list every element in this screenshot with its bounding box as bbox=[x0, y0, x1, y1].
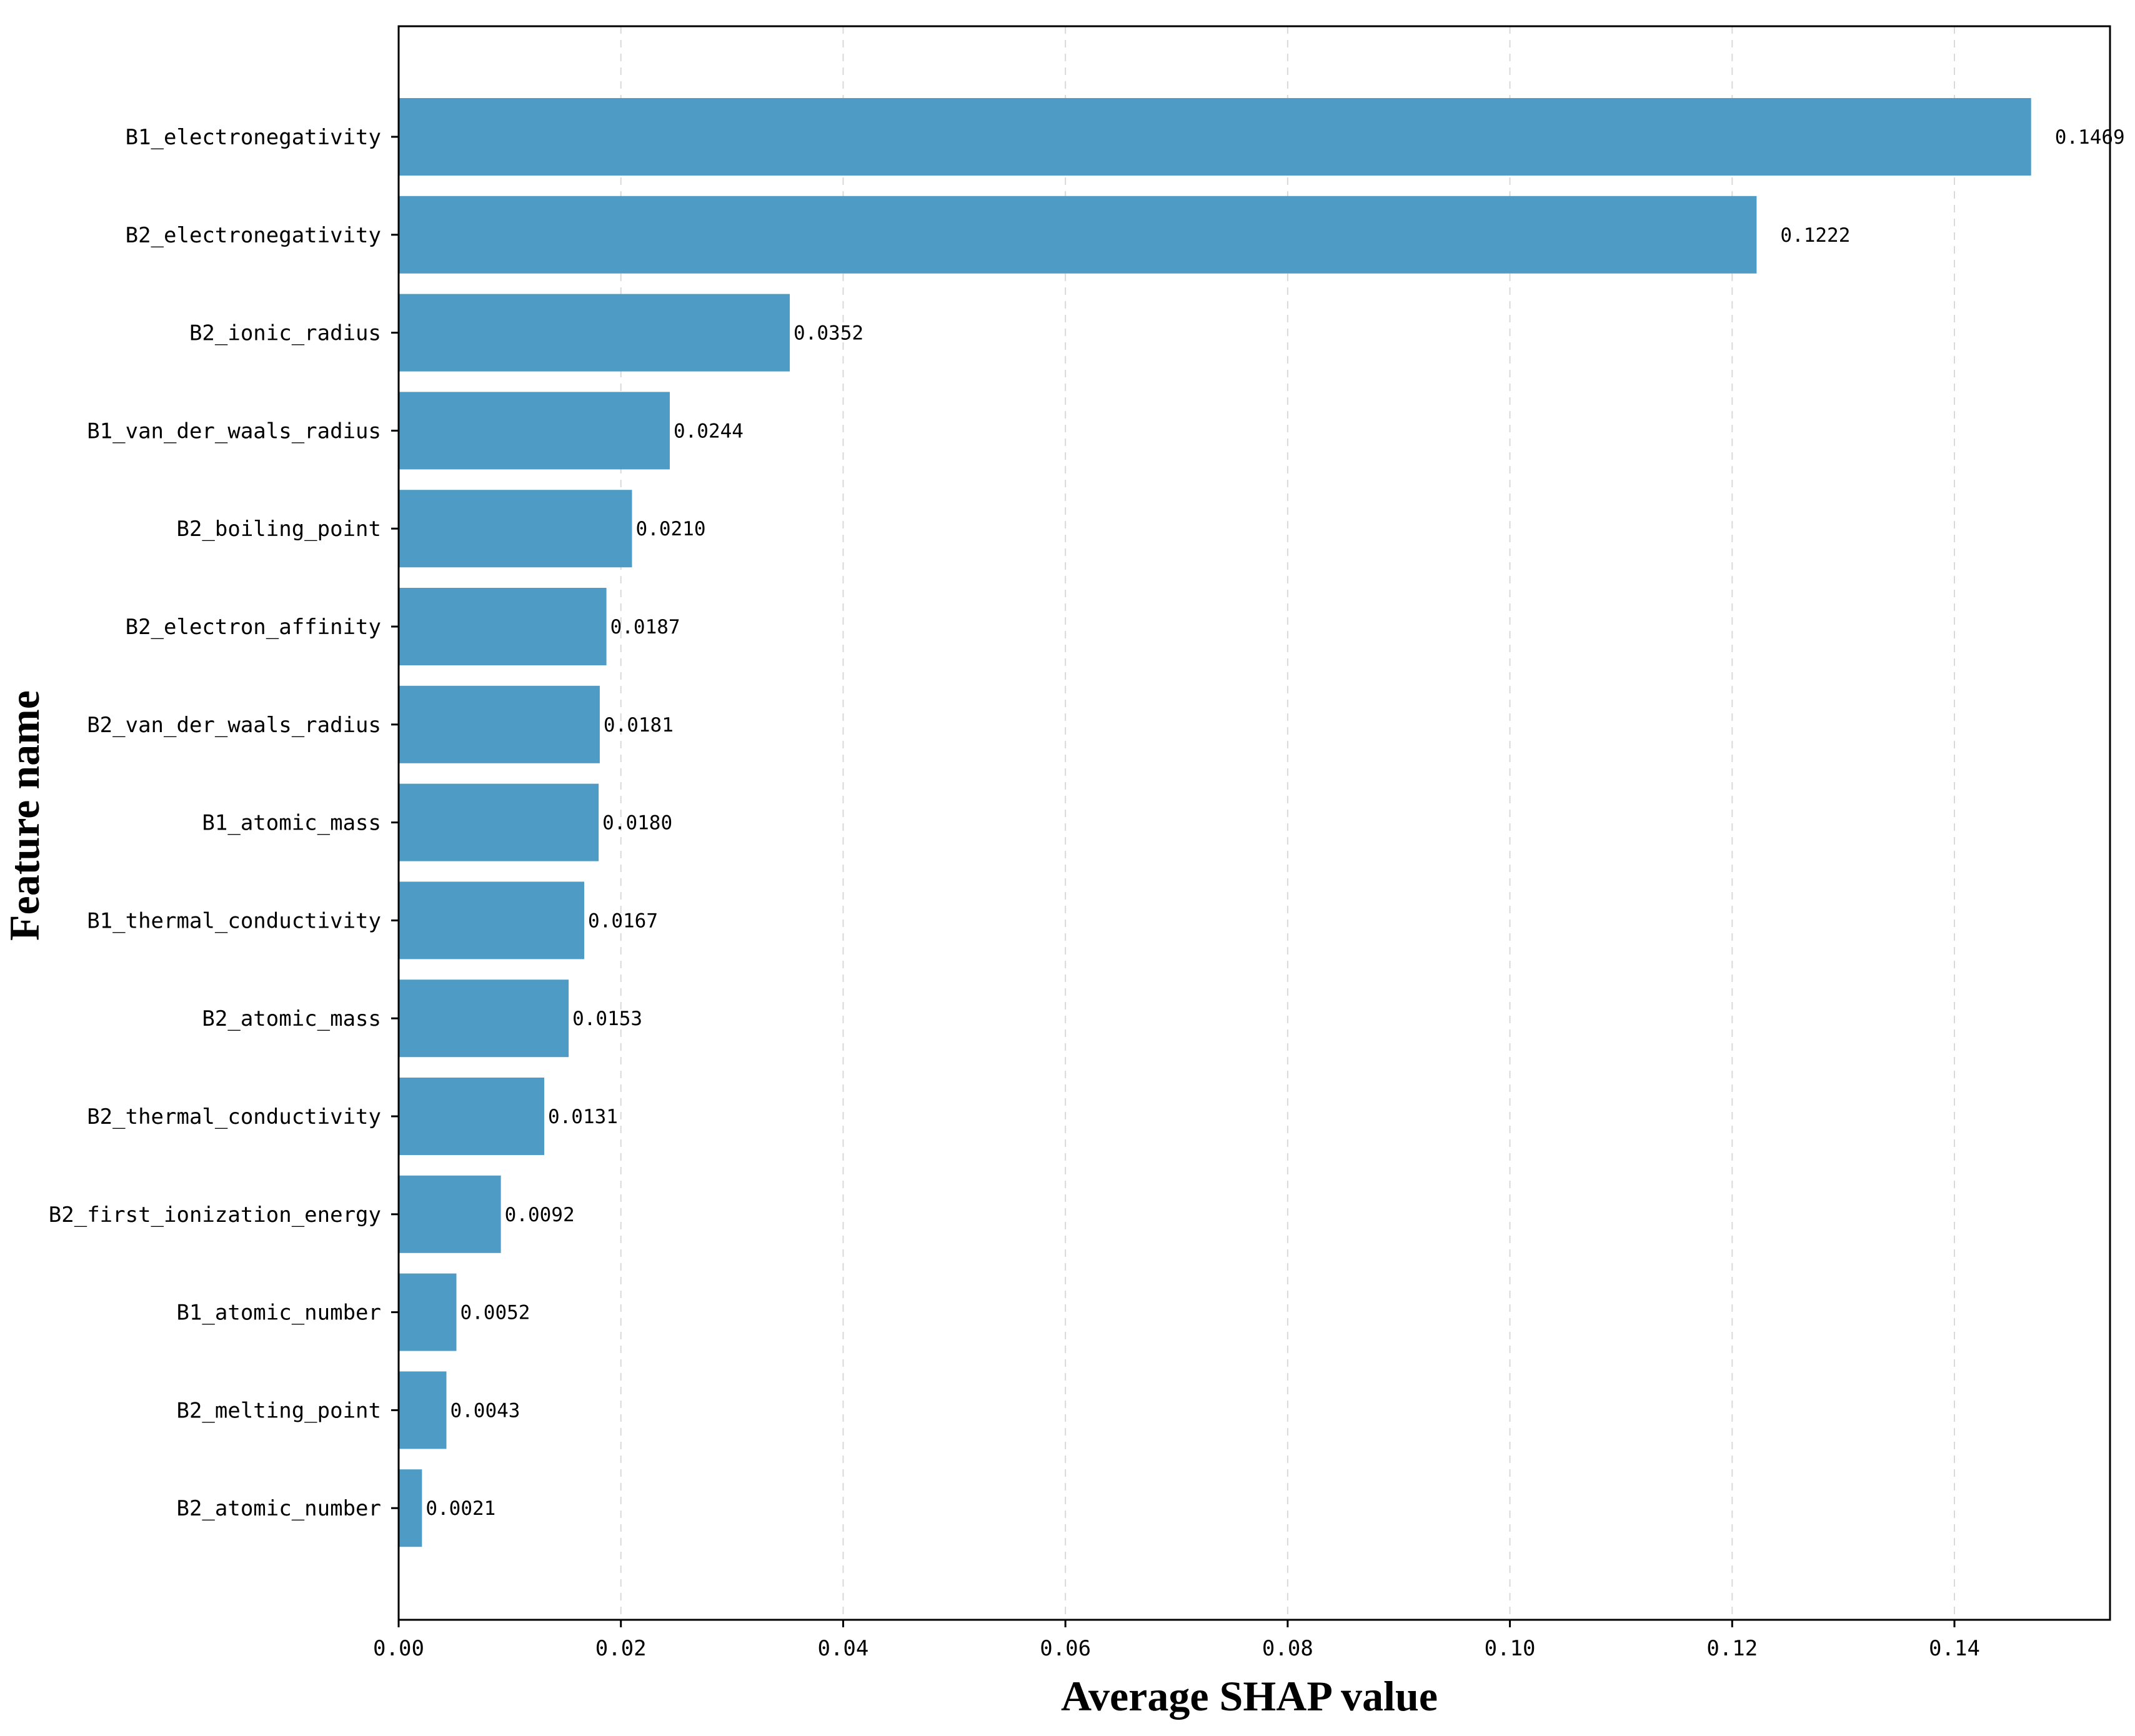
x-tick-label: 0.06 bbox=[1040, 1636, 1091, 1661]
y-tick-label: B1_atomic_mass bbox=[202, 811, 381, 836]
bar-value-label: 0.0153 bbox=[572, 1008, 642, 1030]
bar bbox=[399, 980, 569, 1058]
y-axis-ticks: B1_electronegativity B2_electronegativity… bbox=[49, 125, 399, 1521]
bar bbox=[399, 1078, 544, 1155]
bar bbox=[399, 392, 670, 470]
y-tick-label: B1_electronegativity bbox=[126, 125, 381, 150]
x-tick-label: 0.12 bbox=[1706, 1636, 1758, 1661]
bar-value-label: 0.0180 bbox=[602, 812, 672, 835]
bar bbox=[399, 1371, 447, 1449]
x-axis-title: Average SHAP value bbox=[1061, 1672, 1438, 1720]
bar-value-label: 0.0021 bbox=[426, 1497, 495, 1520]
bar-value-label: 0.0043 bbox=[450, 1399, 520, 1422]
bar bbox=[399, 294, 790, 372]
bars bbox=[399, 98, 2031, 1547]
y-tick-label: B1_thermal_conductivity bbox=[87, 908, 381, 933]
bar bbox=[399, 1469, 422, 1547]
y-tick-label: B2_thermal_conductivity bbox=[87, 1104, 381, 1129]
bar bbox=[399, 490, 632, 568]
bar-value-label: 0.0244 bbox=[674, 420, 744, 442]
y-tick-label: B2_melting_point bbox=[176, 1398, 381, 1423]
bar bbox=[399, 98, 2031, 176]
bar bbox=[399, 1175, 501, 1253]
bar-value-label: 0.0210 bbox=[636, 518, 706, 540]
y-tick-label: B2_electron_affinity bbox=[126, 615, 381, 640]
plot-frame bbox=[397, 25, 2111, 1621]
y-tick-label: B2_ionic_radius bbox=[189, 321, 381, 346]
y-tick-label: B2_van_der_waals_radius bbox=[87, 713, 381, 738]
y-tick-label: B2_atomic_number bbox=[176, 1496, 381, 1521]
y-tick-label: B2_boiling_point bbox=[176, 517, 381, 542]
bar-value-label: 0.0167 bbox=[588, 910, 658, 932]
y-tick-label: B2_first_ionization_energy bbox=[49, 1203, 381, 1228]
bar-value-label: 0.1222 bbox=[1780, 224, 1850, 247]
y-axis-title: Feature name bbox=[1, 690, 48, 941]
bar-value-label: 0.0052 bbox=[460, 1302, 530, 1324]
x-tick-label: 0.00 bbox=[373, 1636, 424, 1661]
bar-value-label: 0.0187 bbox=[610, 616, 680, 638]
y-tick-label: B2_atomic_mass bbox=[202, 1006, 381, 1031]
bar-value-label: 0.1469 bbox=[2055, 126, 2125, 149]
value-labels: 0.1469 0.1222 0.0352 0.0244 0.0210 0.0187 0.01… bbox=[426, 126, 2124, 1520]
y-tick-label: B2_electronegativity bbox=[126, 223, 381, 248]
x-tick-label: 0.10 bbox=[1485, 1636, 1536, 1661]
bar bbox=[399, 196, 1757, 274]
bar-value-label: 0.0092 bbox=[505, 1204, 575, 1226]
bar bbox=[399, 783, 599, 861]
bar-value-label: 0.0352 bbox=[794, 322, 863, 345]
y-tick-label: B1_van_der_waals_radius bbox=[87, 419, 381, 444]
x-tick-label: 0.04 bbox=[817, 1636, 868, 1661]
bar-value-label: 0.0131 bbox=[548, 1106, 618, 1128]
x-tick-label: 0.08 bbox=[1262, 1636, 1313, 1661]
bar bbox=[399, 685, 600, 763]
x-tick-label: 0.02 bbox=[595, 1636, 647, 1661]
x-axis-ticks: 0.00 0.02 0.04 0.06 0.08 0.10 0.12 0.14 bbox=[373, 1620, 1980, 1661]
x-tick-label: 0.14 bbox=[1929, 1636, 1980, 1661]
grid-lines bbox=[620, 26, 1955, 1620]
bar bbox=[399, 881, 585, 960]
bar bbox=[399, 1273, 457, 1351]
bar-value-label: 0.0181 bbox=[604, 714, 674, 737]
y-tick-label: B1_atomic_number bbox=[176, 1301, 381, 1326]
bar bbox=[399, 588, 607, 665]
